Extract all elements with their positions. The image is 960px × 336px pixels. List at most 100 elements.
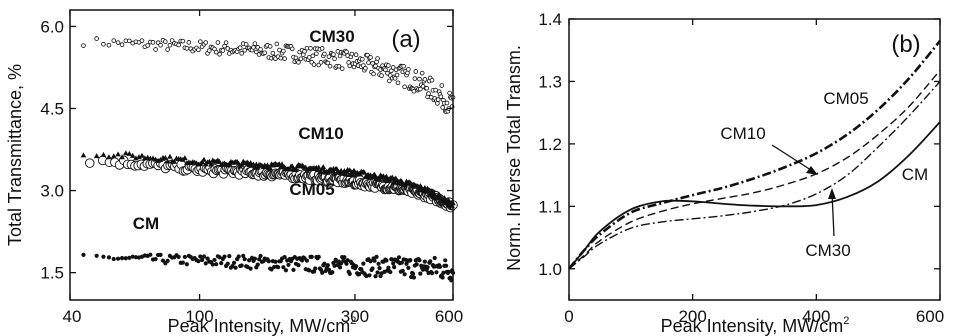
data-point bbox=[363, 65, 368, 71]
data-point bbox=[215, 40, 221, 45]
data-point bbox=[445, 197, 452, 203]
data-point bbox=[283, 268, 289, 273]
data-point bbox=[139, 152, 145, 158]
data-point bbox=[318, 60, 324, 65]
data-point bbox=[201, 254, 207, 259]
data-point bbox=[373, 274, 378, 279]
data-point bbox=[100, 151, 107, 157]
line-label-cm10: CM10 bbox=[720, 124, 765, 143]
panel-a-label: (a) bbox=[391, 26, 420, 53]
data-point bbox=[372, 258, 377, 263]
data-point bbox=[267, 165, 273, 171]
data-point bbox=[251, 45, 256, 50]
b-ytick-label: 1.4 bbox=[538, 10, 562, 29]
data-point bbox=[379, 73, 384, 78]
data-point bbox=[390, 65, 396, 70]
data-point bbox=[429, 271, 435, 276]
data-point bbox=[316, 254, 321, 259]
panel-b-data bbox=[567, 40, 942, 270]
line-cm30 bbox=[568, 80, 941, 270]
data-point bbox=[391, 179, 397, 185]
data-point bbox=[241, 253, 246, 258]
data-point bbox=[281, 48, 286, 54]
data-point bbox=[136, 154, 142, 160]
data-point bbox=[441, 270, 446, 275]
data-point bbox=[377, 266, 382, 271]
a-xtick-label: 40 bbox=[63, 307, 82, 326]
data-point bbox=[163, 39, 168, 44]
data-point bbox=[254, 164, 261, 170]
data-point bbox=[160, 258, 166, 263]
data-point bbox=[331, 170, 338, 176]
data-point bbox=[417, 258, 422, 263]
data-point bbox=[258, 47, 263, 52]
data-point bbox=[94, 253, 99, 258]
data-point bbox=[203, 261, 208, 266]
panel-b-label: (b) bbox=[891, 31, 920, 58]
data-point bbox=[375, 56, 380, 61]
panel-a: 40 100 300 600 1.5 3.0 4.5 6.0 (a) CM30 CM10 CM… bbox=[5, 9, 463, 336]
data-point bbox=[115, 40, 121, 45]
data-point bbox=[123, 150, 129, 156]
data-point bbox=[254, 49, 259, 55]
data-point bbox=[269, 267, 274, 272]
data-point bbox=[410, 271, 416, 276]
panel-a-frame bbox=[69, 9, 454, 301]
data-point bbox=[212, 257, 217, 263]
data-point bbox=[361, 261, 366, 266]
data-point bbox=[171, 158, 178, 164]
data-point bbox=[337, 53, 343, 59]
data-point bbox=[302, 49, 307, 54]
data-point bbox=[239, 263, 244, 268]
data-point bbox=[441, 194, 448, 200]
data-point bbox=[227, 254, 232, 259]
data-point bbox=[115, 256, 121, 261]
data-point bbox=[273, 259, 278, 264]
data-point bbox=[217, 51, 222, 57]
line-label-cm05: CM05 bbox=[823, 89, 868, 108]
data-point bbox=[184, 46, 190, 51]
data-point bbox=[388, 269, 393, 275]
data-point bbox=[411, 275, 417, 280]
data-point bbox=[386, 265, 391, 270]
data-point bbox=[435, 101, 440, 106]
data-point bbox=[440, 105, 445, 110]
data-point bbox=[413, 69, 419, 74]
data-point bbox=[257, 257, 262, 262]
data-point bbox=[239, 51, 245, 56]
data-point bbox=[435, 97, 441, 102]
data-point bbox=[248, 266, 253, 271]
data-point bbox=[376, 261, 381, 266]
data-point bbox=[373, 63, 378, 69]
data-point bbox=[208, 161, 214, 167]
data-point bbox=[308, 46, 313, 51]
data-point bbox=[186, 40, 192, 45]
data-point bbox=[326, 54, 332, 59]
data-point bbox=[367, 273, 372, 278]
data-point bbox=[278, 55, 284, 61]
data-point bbox=[182, 155, 188, 161]
data-point bbox=[201, 156, 207, 162]
line-label-cm30: CM30 bbox=[805, 241, 850, 260]
data-point bbox=[349, 51, 355, 57]
line-cm10 bbox=[568, 69, 941, 270]
data-point bbox=[225, 261, 230, 266]
data-point bbox=[145, 43, 150, 48]
data-point bbox=[344, 261, 349, 266]
data-point bbox=[81, 43, 86, 48]
data-point bbox=[385, 71, 390, 76]
panel-b-ticks: 0 200 400 600 1.0 1.1 1.2 1.3 1.4 bbox=[538, 10, 944, 326]
panel-b-xlabel: Peak Intensity, MW/cm2 bbox=[661, 315, 850, 336]
data-point bbox=[162, 154, 169, 160]
data-point bbox=[214, 262, 219, 267]
data-point bbox=[347, 63, 353, 69]
a-xtick-label: 100 bbox=[185, 307, 213, 326]
data-point bbox=[153, 47, 158, 52]
data-point bbox=[198, 39, 203, 44]
data-point bbox=[322, 51, 327, 57]
data-point bbox=[150, 40, 156, 45]
data-point bbox=[387, 78, 392, 84]
data-point bbox=[165, 47, 170, 52]
data-point bbox=[319, 46, 325, 51]
